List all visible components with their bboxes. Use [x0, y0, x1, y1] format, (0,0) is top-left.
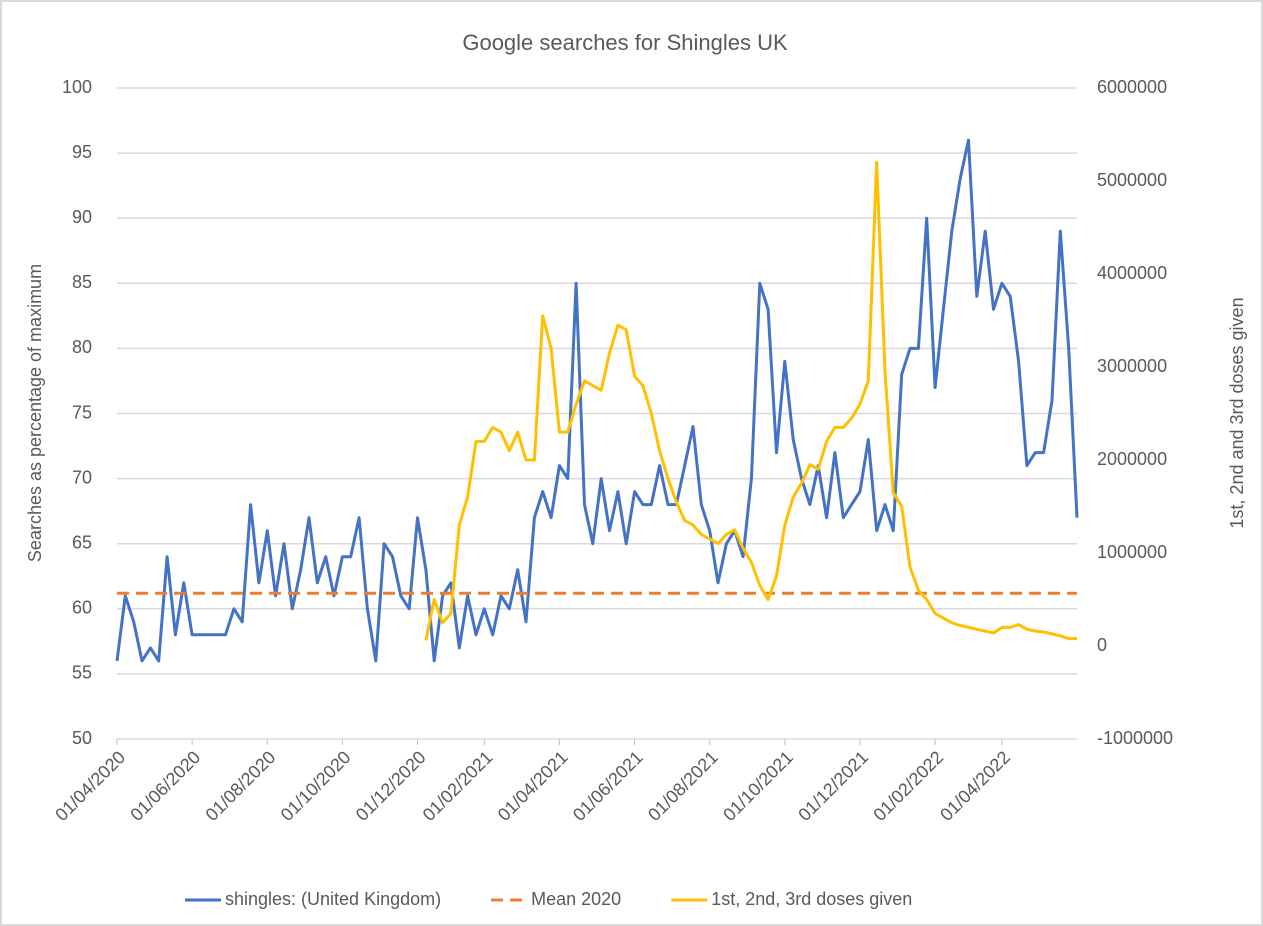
y2-tick-label: 4000000 [1097, 263, 1167, 283]
y-axis-label: Searches as percentage of maximum [25, 264, 45, 562]
y2-axis-label: 1st, 2nd and 3rd doses given [1227, 297, 1247, 528]
legend-label: Mean 2020 [531, 889, 621, 909]
y2-tick-label: 5000000 [1097, 170, 1167, 190]
legend-label: 1st, 2nd, 3rd doses given [711, 889, 912, 909]
y-tick-label: 70 [72, 467, 92, 487]
y2-tick-label: 6000000 [1097, 77, 1167, 97]
y2-tick-label: 2000000 [1097, 449, 1167, 469]
y2-tick-label: -1000000 [1097, 728, 1173, 748]
chart-title: Google searches for Shingles UK [462, 30, 788, 55]
y-tick-label: 95 [72, 142, 92, 162]
series-line [424, 160, 1077, 641]
series-line [115, 138, 1079, 663]
y-tick-label: 65 [72, 532, 92, 552]
y-tick-label: 55 [72, 663, 92, 683]
y2-tick-label: 3000000 [1097, 356, 1167, 376]
y2-tick-label: 0 [1097, 635, 1107, 655]
y-tick-label: 85 [72, 272, 92, 292]
y-tick-label: 60 [72, 598, 92, 618]
y-tick-label: 100 [62, 77, 92, 97]
y-tick-label: 75 [72, 402, 92, 422]
y-tick-label: 90 [72, 207, 92, 227]
y2-tick-label: 1000000 [1097, 542, 1167, 562]
y-tick-label: 50 [72, 728, 92, 748]
y-tick-label: 80 [72, 337, 92, 357]
legend-label: shingles: (United Kingdom) [225, 889, 441, 909]
